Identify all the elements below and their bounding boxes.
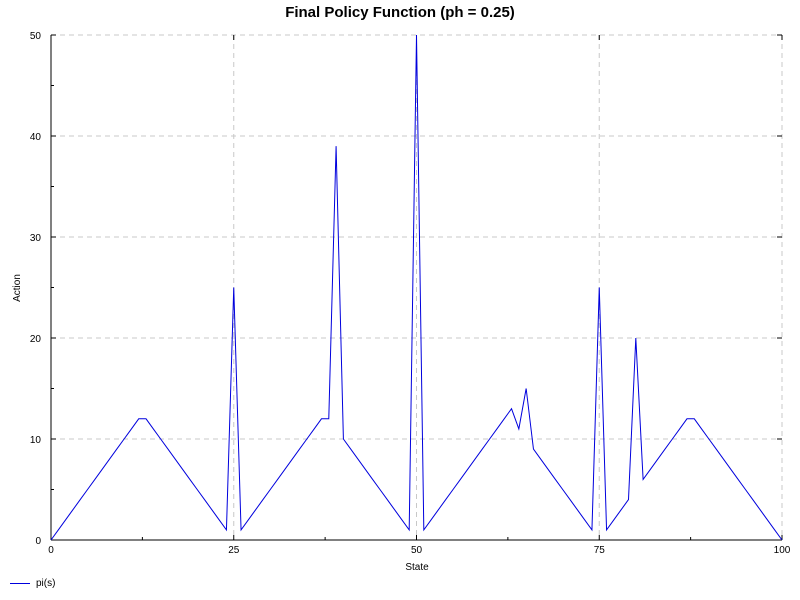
x-tick-label: 50	[411, 545, 423, 556]
y-tick-label: 20	[30, 334, 42, 345]
legend-swatch	[10, 583, 30, 584]
series-line-pi	[50, 34, 783, 541]
y-tick-label: 40	[30, 132, 42, 143]
y-tick-label: 0	[35, 536, 41, 547]
x-tick-label: 25	[228, 545, 240, 556]
ticks: 0 25 50 75 100 0 10 20 30 40 50	[30, 31, 791, 556]
y-tick-label: 50	[30, 31, 42, 42]
x-tick-label: 75	[594, 545, 606, 556]
y-tick-label: 30	[30, 233, 42, 244]
y-tick-label: 10	[30, 435, 42, 446]
x-tick-label: 100	[774, 545, 791, 556]
legend: pi(s)	[10, 578, 55, 589]
y-axis-label: Action	[12, 274, 23, 302]
legend-label: pi(s)	[36, 578, 56, 589]
grid-lines	[51, 34, 783, 540]
chart-title: Final Policy Function (ph = 0.25)	[285, 4, 515, 21]
series-layer	[50, 34, 783, 541]
x-axis-label: State	[405, 562, 429, 573]
x-tick-label: 0	[48, 545, 54, 556]
